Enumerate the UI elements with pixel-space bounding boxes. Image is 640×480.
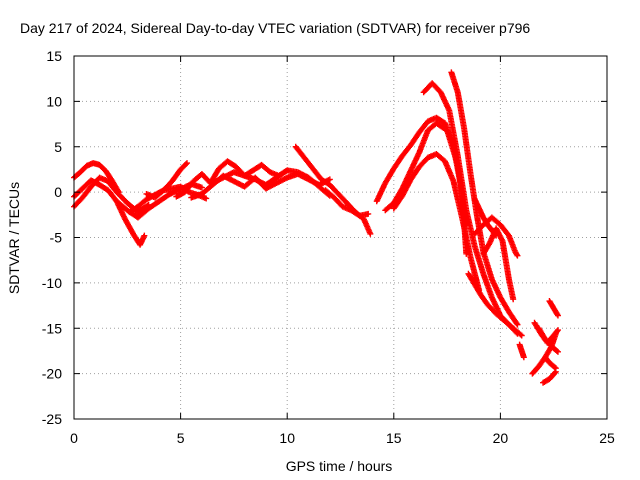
data-point-marker [554, 328, 561, 335]
data-point-marker [517, 331, 524, 338]
data-point-marker [513, 320, 520, 327]
grid-lines [74, 56, 607, 419]
series-track-24 [531, 319, 561, 346]
x-tick-label: 20 [493, 430, 509, 446]
x-tick-label: 15 [386, 430, 402, 446]
y-tick-label: 15 [46, 48, 62, 64]
series-track-25 [540, 368, 559, 386]
data-point-marker [365, 210, 372, 217]
data-point-marker [554, 327, 561, 334]
data-point-marker [326, 176, 333, 183]
data-point-marker [553, 347, 560, 354]
series-track-13 [382, 120, 470, 228]
series-track-20 [471, 196, 500, 239]
data-point-marker [554, 312, 561, 319]
data-point-marker [367, 230, 374, 237]
series-track-15 [420, 80, 521, 337]
series-track-1 [71, 177, 148, 248]
y-tick-label: -25 [42, 411, 62, 427]
data-point-marker [552, 365, 559, 372]
data-point-marker [551, 369, 558, 376]
y-tick-label: -5 [50, 230, 63, 246]
y-tick-label: -15 [42, 320, 62, 336]
x-tick-label: 5 [177, 430, 185, 446]
series-track-10 [292, 143, 374, 237]
series-track-8 [188, 170, 333, 201]
series-track-17 [465, 270, 525, 339]
data-point-marker [183, 160, 190, 167]
data-point-marker [141, 232, 148, 239]
data-point-marker [554, 348, 561, 355]
data-point-marker [510, 296, 517, 303]
series-track-27 [542, 354, 559, 372]
data-point-marker [514, 252, 521, 259]
data-point-marker [554, 311, 561, 318]
series-track-26 [546, 298, 561, 319]
x-tick-label: 25 [599, 430, 615, 446]
data-point-marker [493, 232, 500, 239]
series-track-9 [209, 167, 333, 199]
data-point-marker [514, 321, 521, 328]
data-point-marker [203, 195, 210, 202]
series-track-19 [480, 225, 517, 303]
series-track-21 [516, 341, 527, 361]
data-point-marker [513, 251, 520, 258]
data-point-marker [492, 231, 499, 238]
y-tick-label: -20 [42, 366, 62, 382]
y-tick-label: 0 [54, 184, 62, 200]
data-points [71, 69, 561, 386]
data-point-marker [182, 161, 189, 168]
chart-title: Day 217 of 2024, Sidereal Day-to-day VTE… [20, 20, 530, 36]
y-tick-label: -10 [42, 275, 62, 291]
plot-frame [73, 55, 608, 420]
x-tick-label: 10 [279, 430, 295, 446]
x-axis-label: GPS time / hours [286, 458, 393, 474]
y-tick-label: 5 [54, 139, 62, 155]
y-axis-label: SDTVAR / TECUs [6, 182, 22, 294]
data-point-marker [518, 332, 525, 339]
y-tick-label: 10 [46, 93, 62, 109]
data-point-marker [551, 364, 558, 371]
series-track-14 [390, 151, 483, 294]
x-tick-label: 0 [70, 430, 78, 446]
axes: 0 5 10 15 20 25 -25 -20 -15 -10 -5 0 5 10 15 [42, 48, 615, 446]
data-point-marker [520, 354, 527, 361]
data-point-marker [198, 184, 205, 191]
series-track-11 [322, 187, 372, 219]
